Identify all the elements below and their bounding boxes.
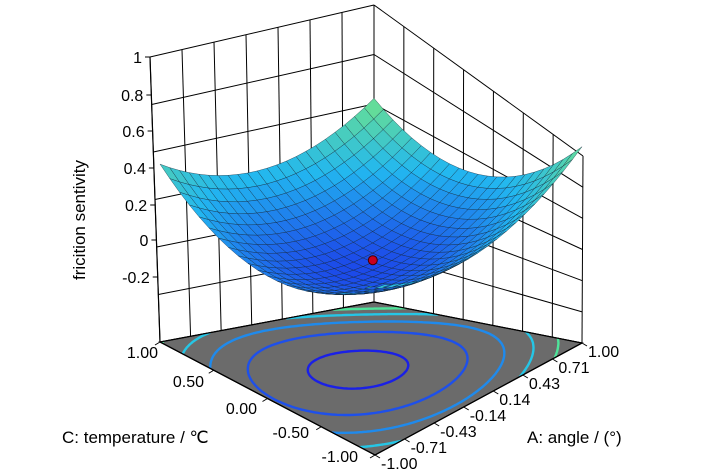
x-tick-label: 1.00 (588, 344, 619, 361)
z-tick-label: 1 (133, 50, 142, 67)
y-axis-title: C: temperature / ℃ (62, 428, 209, 447)
x-tick-label: -0.14 (470, 408, 507, 425)
x-tick-mark (552, 358, 558, 363)
contour-line (181, 312, 535, 449)
y-axis: 1.00 0.50 0.00 -0.50 -1.00 (127, 341, 376, 466)
x-tick-mark (522, 374, 529, 379)
right-wall-horizontal-gridline (373, 103, 583, 219)
left-wall-horizontal-gridline (153, 103, 375, 153)
design-point-marker (367, 255, 378, 266)
x-axis-title: A: angle / (°) (527, 428, 622, 447)
y-tick-label: 0.50 (173, 374, 204, 391)
y-tick-mark (369, 454, 376, 459)
y-tick-label: -0.50 (273, 425, 310, 442)
x-tick-mark (581, 342, 588, 347)
x-tick-mark (374, 454, 381, 459)
surface-facet (562, 146, 583, 167)
x-tick-label: 0.71 (558, 360, 589, 377)
x-axis: -1.00-0.71-0.43-0.140.140.430.711.00 (374, 342, 619, 473)
y-tick-mark (154, 341, 161, 346)
response-surface (159, 97, 583, 296)
x-tick-label: -0.71 (411, 440, 448, 457)
right-wall-horizontal-gridline (373, 54, 584, 188)
contour-line (160, 307, 560, 359)
z-tick-label: -0.2 (122, 270, 150, 287)
x-tick-mark (404, 438, 410, 443)
contour-lines (160, 307, 560, 449)
x-tick-mark (493, 390, 499, 395)
z-axis-line (149, 56, 161, 343)
contour-line (246, 330, 469, 417)
y-tick-mark (315, 426, 322, 431)
z-tick-label: 0.6 (122, 124, 144, 141)
z-tick-label: 0.4 (124, 161, 146, 178)
design-point-layer (367, 255, 378, 266)
x-axis-line (374, 342, 583, 456)
x-tick-label: 0.14 (499, 392, 530, 409)
y-tick-mark (262, 398, 268, 402)
contour-line (209, 320, 506, 434)
right-wall-horizontal-gridline (373, 4, 584, 157)
y-tick-label: 1.00 (127, 345, 158, 362)
z-tick-label: 0 (140, 233, 149, 250)
x-tick-label: 0.43 (529, 376, 560, 393)
z-tick-label: 0.8 (121, 88, 143, 105)
left-wall-horizontal-gridline (151, 54, 375, 105)
y-tick-label: 0.00 (226, 401, 257, 418)
x-tick-label: -1.00 (381, 456, 418, 473)
x-tick-mark (433, 422, 440, 427)
y-tick-mark (208, 369, 215, 374)
z-axis: -0.2 0 0.2 0.4 0.6 0.8 1 (121, 50, 161, 343)
y-tick-label: -1.00 (322, 449, 359, 466)
x-tick-mark (463, 406, 469, 411)
contour-line (306, 349, 410, 390)
z-tick-label: 0.2 (125, 198, 147, 215)
z-axis-title: fricition sentivity (70, 160, 89, 280)
x-tick-label: -0.43 (440, 424, 477, 441)
left-wall-horizontal-gridline (149, 4, 375, 58)
